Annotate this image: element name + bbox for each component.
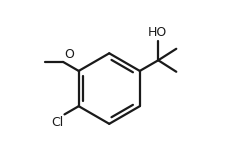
Text: HO: HO <box>148 26 167 39</box>
Text: O: O <box>64 48 74 61</box>
Text: Cl: Cl <box>51 116 64 129</box>
